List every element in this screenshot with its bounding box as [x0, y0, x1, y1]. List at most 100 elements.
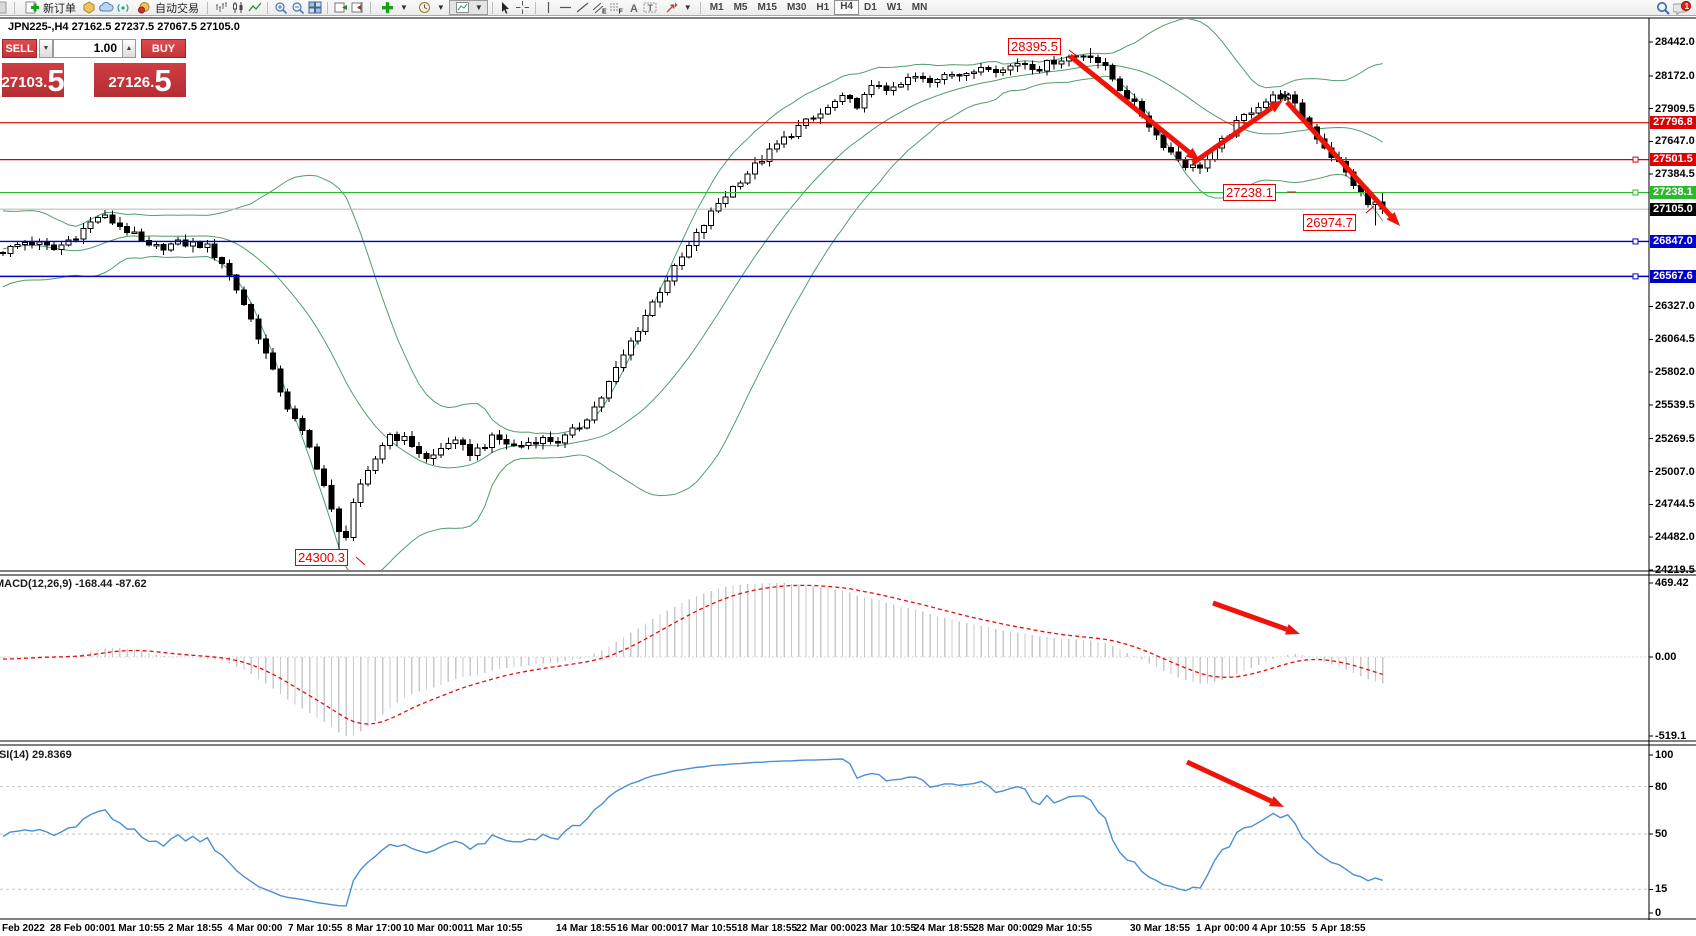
buy-button[interactable]: BUY: [141, 39, 186, 58]
timeframe-button-h4[interactable]: H4: [834, 0, 859, 15]
price-badge: 27796.8: [1650, 116, 1696, 130]
timeframe-button-d1[interactable]: D1: [864, 2, 877, 13]
new-order-label: 新订单: [43, 2, 76, 15]
time-axis-label: 1 Apr 00:00: [1196, 923, 1250, 934]
arrows-tool-dropdown[interactable]: ▼: [659, 0, 696, 15]
level-line-handle[interactable]: [1632, 273, 1639, 280]
volume-increase-button[interactable]: ▲: [122, 39, 136, 58]
volume-decrease-button[interactable]: ▼: [39, 39, 53, 58]
auto-scroll-icon[interactable]: [332, 0, 349, 15]
axis-tick-label: 25802.0: [1655, 366, 1695, 379]
volume-input[interactable]: 1.00: [53, 39, 123, 58]
timeframe-button-m15[interactable]: M15: [757, 2, 777, 13]
zoom-out-icon[interactable]: [289, 0, 306, 15]
time-axis-label: 14 Mar 18:55: [556, 923, 617, 934]
macd-indicator-label: MACD(12,26,9) -168.44 -87.62: [0, 578, 147, 590]
equidistant-letter: E: [602, 9, 607, 15]
cloud-icon[interactable]: [97, 0, 114, 15]
timeframe-button-mn[interactable]: MN: [911, 2, 928, 13]
axis-tick-label: 28172.0: [1655, 69, 1695, 82]
clock-icon: [416, 0, 433, 15]
text-tool-icon[interactable]: A: [625, 0, 642, 15]
label-tool-icon[interactable]: T: [642, 0, 659, 15]
price-annotation[interactable]: 28395.5: [1008, 38, 1061, 55]
template-dropdown[interactable]: ▼: [448, 0, 488, 15]
price-annotation[interactable]: 26974.7: [1303, 214, 1356, 231]
tile-windows-icon[interactable]: [306, 0, 323, 15]
time-axis-label: 5 Apr 18:55: [1312, 923, 1366, 934]
symbol-ohlc-readout: JPN225-,H4 27162.5 27237.5 27067.5 27105…: [8, 21, 240, 33]
zoom-in-icon[interactable]: [272, 0, 289, 15]
chevron-down-icon: ▼: [683, 3, 692, 12]
auto-trading-button[interactable]: 自动交易: [131, 0, 203, 15]
timeframe-switcher: M1 M5 M15 M30 H1 H4 D1 W1 MN: [705, 0, 933, 15]
vertical-line-tool-icon[interactable]: [540, 0, 557, 15]
price-badge: 26847.0: [1650, 234, 1696, 248]
clipped-icon[interactable]: [0, 0, 10, 15]
period-dropdown[interactable]: ▼: [412, 0, 449, 15]
line-chart-icon[interactable]: [246, 0, 263, 15]
price-badge: 26567.6: [1650, 269, 1696, 283]
history-icon[interactable]: [80, 0, 97, 15]
axis-tick-label: 80: [1655, 780, 1668, 793]
sell-price-panel[interactable]: 27103. 5: [1, 63, 65, 97]
axis-tick-label: 100: [1655, 749, 1674, 761]
axis-tick-label: 24482.0: [1655, 531, 1695, 544]
axis-tick-label: 25539.5: [1655, 398, 1695, 411]
time-axis-label: 7 Mar 10:55: [288, 923, 343, 934]
price-badge: 27501.5: [1650, 153, 1696, 167]
chart-shift-icon[interactable]: [349, 0, 366, 15]
crosshair-icon[interactable]: [514, 0, 531, 15]
timeframe-button-w1[interactable]: W1: [886, 2, 902, 13]
cursor-icon[interactable]: [497, 0, 514, 15]
price-annotation[interactable]: 27238.1: [1223, 184, 1276, 201]
horizontal-line-tool-icon[interactable]: [557, 0, 574, 15]
time-axis-label: 11 Mar 10:55: [463, 923, 523, 934]
macd-signal-line: [2, 584, 1383, 725]
macd-histogram: [2, 583, 1384, 736]
axis-tick-label: 26327.0: [1655, 300, 1695, 313]
new-order-icon: [23, 0, 40, 15]
arrows-tool-icon: [663, 0, 680, 15]
timeframe-button-m5[interactable]: M5: [733, 2, 748, 13]
axis-tick-label: 27909.5: [1655, 102, 1695, 115]
level-line-handle[interactable]: [1632, 156, 1639, 163]
time-axis-label: 1 Mar 10:55: [110, 923, 165, 934]
search-icon[interactable]: [1655, 0, 1672, 15]
trend-arrows[interactable]: [1068, 54, 1400, 807]
time-axis-label: 24 Mar 18:55: [914, 923, 975, 934]
axis-tick-label: 28442.0: [1655, 36, 1695, 48]
auto-trading-icon: [135, 0, 152, 15]
timeframe-button-h1[interactable]: H1: [816, 2, 830, 13]
add-indicator-dropdown[interactable]: ▼: [375, 0, 412, 15]
level-line-handle[interactable]: [1632, 189, 1639, 196]
time-axis-label: 18 Mar 18:55: [737, 923, 798, 934]
rsi-indicator-label: RSI(14) 29.8369: [0, 749, 72, 761]
time-axis-label: 28 Feb 00:00: [50, 923, 111, 934]
bar-chart-icon[interactable]: [212, 0, 229, 15]
timeframe-button-m1[interactable]: M1: [709, 2, 724, 13]
time-axis-label: 28 Mar 00:00: [973, 923, 1034, 934]
notifications-icon[interactable]: 1: [1672, 0, 1692, 15]
fibonacci-tool-icon[interactable]: F: [608, 0, 625, 15]
candlesticks: [0, 47, 1386, 560]
price-annotation[interactable]: 24300.3: [295, 549, 348, 566]
axis-tick-label: 469.42: [1655, 577, 1689, 589]
sell-button[interactable]: SELL: [2, 39, 37, 58]
star-marker[interactable]: [1280, 92, 1290, 100]
template-icon: [454, 0, 471, 15]
level-line-handle[interactable]: [1632, 238, 1639, 245]
timeframe-button-m30[interactable]: M30: [786, 2, 807, 13]
trendline-tool-icon[interactable]: [574, 0, 591, 15]
equidistant-channel-tool-icon[interactable]: E: [591, 0, 608, 15]
new-order-button[interactable]: 新订单: [19, 0, 80, 15]
time-axis-label: Feb 2022: [2, 923, 45, 934]
time-axis-label: 10 Mar 00:00: [403, 923, 464, 934]
time-axis-label: 16 Mar 00:00: [617, 923, 678, 934]
signals-icon[interactable]: [114, 0, 131, 15]
buy-price-panel[interactable]: 27126. 5: [94, 63, 186, 97]
price-badge: 27105.0: [1650, 202, 1696, 216]
candles-chart-icon[interactable]: [229, 0, 246, 15]
time-axis-label: 30 Mar 18:55: [1130, 923, 1191, 934]
